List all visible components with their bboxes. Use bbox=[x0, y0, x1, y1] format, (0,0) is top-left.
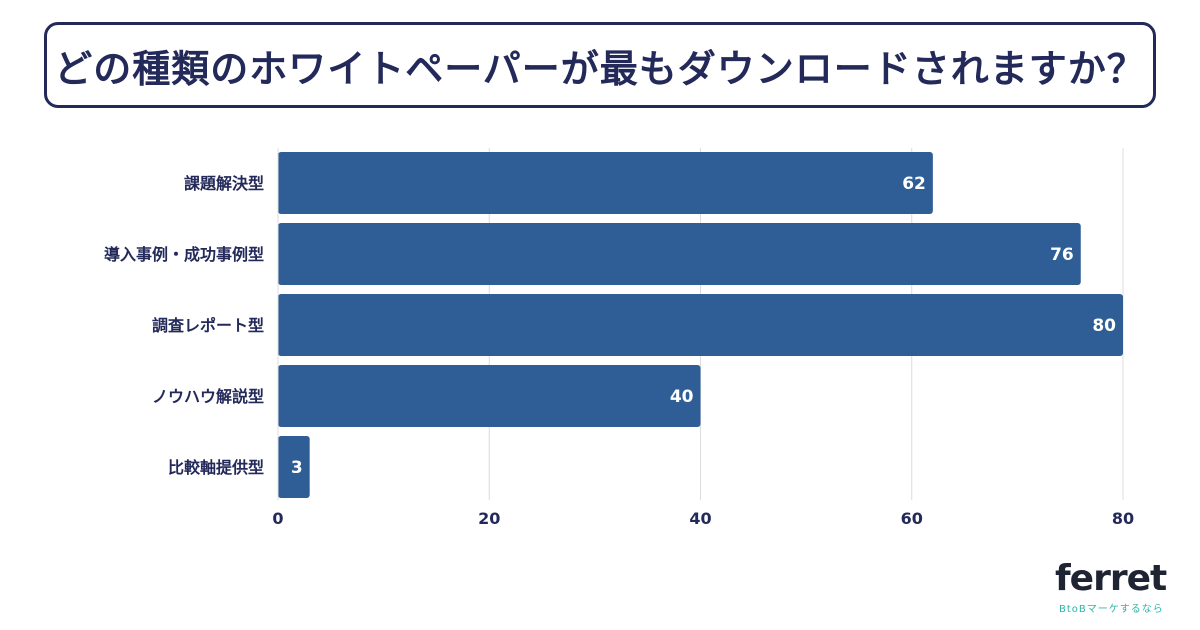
x-tick-label-60: 60 bbox=[901, 509, 923, 528]
category-label-1: 課題解決型 bbox=[184, 174, 264, 193]
chart-title: どの種類のホワイトペーパーが最もダウンロードされますか？ bbox=[54, 46, 1146, 91]
category-label-2: 導入事例・成功事例型 bbox=[104, 245, 264, 264]
title-box: どの種類のホワイトペーパーが最もダウンロードされますか？ bbox=[44, 22, 1156, 108]
bar-1 bbox=[278, 152, 933, 214]
x-tick-label-0: 0 bbox=[272, 509, 283, 528]
category-label-3: 調査レポート型 bbox=[152, 316, 264, 335]
bar-2 bbox=[278, 223, 1081, 285]
x-tick-label-20: 20 bbox=[478, 509, 500, 528]
value-label-2: 76 bbox=[1050, 245, 1074, 265]
x-tick-label-40: 40 bbox=[689, 509, 711, 528]
value-label-3: 80 bbox=[1092, 316, 1116, 336]
logo-word: ferret bbox=[1055, 558, 1167, 599]
bar-3 bbox=[278, 294, 1123, 356]
ferret-logo: ferret BtoBマーケするなら bbox=[1055, 558, 1175, 616]
bar-5 bbox=[278, 436, 310, 498]
x-tick-label-80: 80 bbox=[1112, 509, 1134, 528]
value-label-5: 3 bbox=[291, 458, 303, 478]
logo-tagline: BtoBマーケするなら bbox=[1059, 604, 1164, 615]
category-label-4: ノウハウ解説型 bbox=[152, 387, 264, 406]
category-label-5: 比較軸提供型 bbox=[168, 458, 264, 477]
bar-4 bbox=[278, 365, 701, 427]
value-label-4: 40 bbox=[670, 387, 694, 407]
value-label-1: 62 bbox=[902, 174, 926, 194]
